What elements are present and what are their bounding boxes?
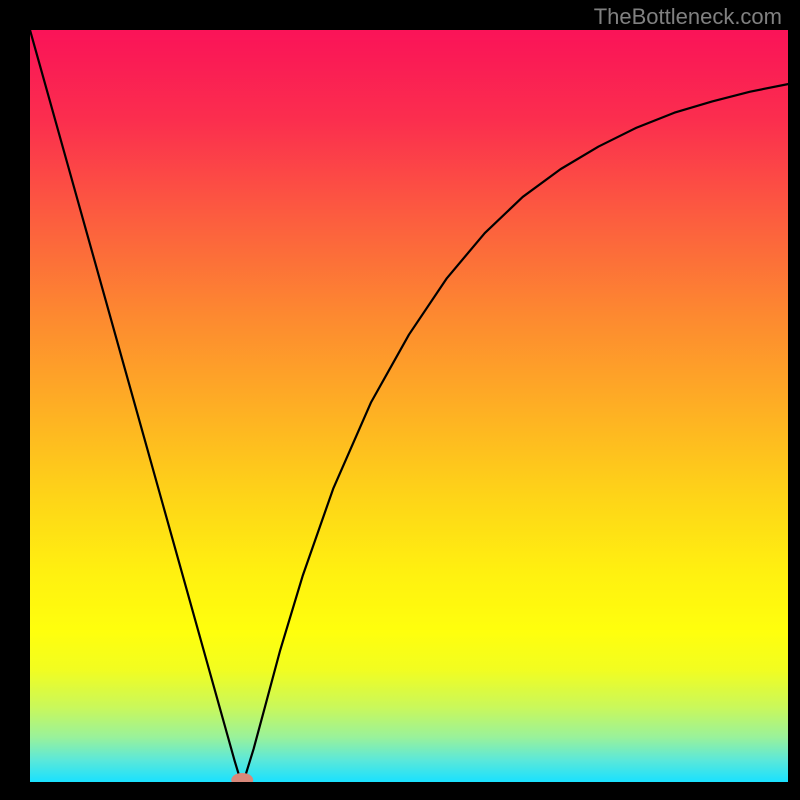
minimum-marker bbox=[231, 773, 253, 782]
bottleneck-curve bbox=[30, 30, 788, 782]
figure-root: { "watermark": { "text": "TheBottleneck.… bbox=[0, 0, 800, 800]
watermark-text: TheBottleneck.com bbox=[594, 4, 782, 30]
plot-area bbox=[30, 30, 788, 782]
curve-layer bbox=[30, 30, 788, 782]
